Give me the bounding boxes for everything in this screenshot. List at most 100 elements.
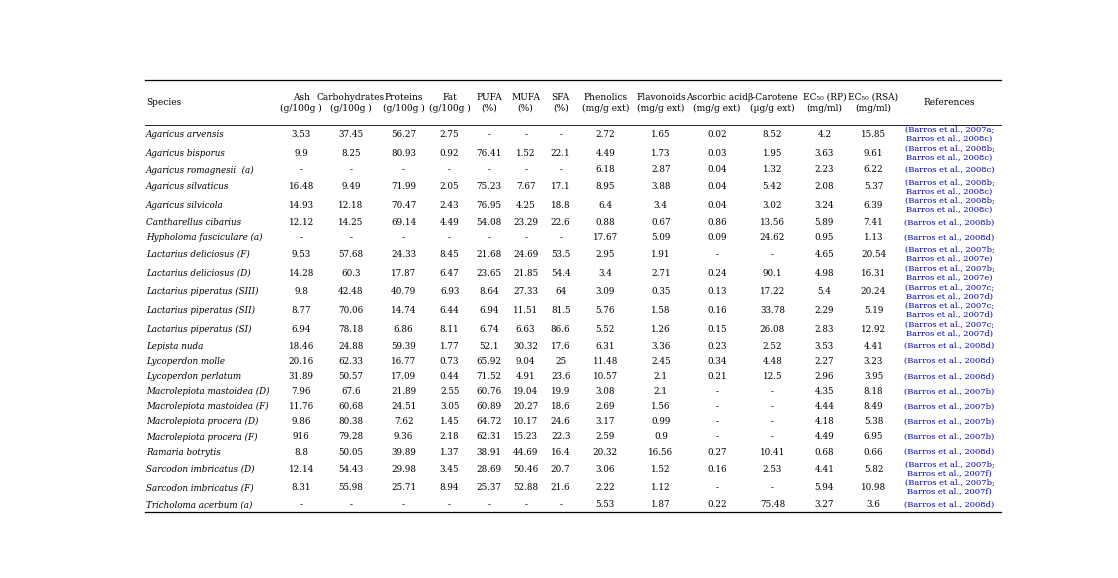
Text: 9.36: 9.36 bbox=[394, 432, 414, 442]
Text: 2.23: 2.23 bbox=[815, 165, 834, 175]
Text: 16.31: 16.31 bbox=[861, 269, 887, 277]
Text: 22.6: 22.6 bbox=[551, 218, 570, 227]
Text: (Barros et al., 2008d): (Barros et al., 2008d) bbox=[904, 372, 995, 380]
Text: 7.96: 7.96 bbox=[292, 387, 311, 396]
Text: (Barros et al., 2008b;
Barros et al., 2008c): (Barros et al., 2008b; Barros et al., 20… bbox=[904, 197, 995, 214]
Text: 21.89: 21.89 bbox=[391, 387, 416, 396]
Text: 1.32: 1.32 bbox=[762, 165, 783, 175]
Text: 1.77: 1.77 bbox=[439, 342, 459, 351]
Text: 76.41: 76.41 bbox=[476, 149, 502, 158]
Text: Phenolics
(mg/g ext): Phenolics (mg/g ext) bbox=[581, 93, 629, 113]
Text: 24.69: 24.69 bbox=[513, 250, 538, 259]
Text: (Barros et al., 2008d): (Barros et al., 2008d) bbox=[904, 357, 995, 365]
Text: 8.52: 8.52 bbox=[762, 130, 783, 139]
Text: Lactarius deliciosus (D): Lactarius deliciosus (D) bbox=[145, 269, 250, 277]
Text: -: - bbox=[300, 500, 303, 509]
Text: 21.85: 21.85 bbox=[513, 269, 538, 277]
Text: 18.46: 18.46 bbox=[288, 342, 314, 351]
Text: 2.22: 2.22 bbox=[596, 483, 615, 492]
Text: (Barros et al., 2008b): (Barros et al., 2008b) bbox=[904, 218, 995, 227]
Text: 81.5: 81.5 bbox=[551, 306, 570, 315]
Text: 60.89: 60.89 bbox=[476, 402, 502, 411]
Text: 6.47: 6.47 bbox=[439, 269, 459, 277]
Text: Ramaria botrytis: Ramaria botrytis bbox=[145, 447, 220, 457]
Text: -: - bbox=[300, 165, 303, 175]
Text: 0.66: 0.66 bbox=[864, 447, 883, 457]
Text: 30.32: 30.32 bbox=[513, 342, 538, 351]
Text: 2.53: 2.53 bbox=[762, 465, 783, 473]
Text: 22.1: 22.1 bbox=[551, 149, 570, 158]
Text: References: References bbox=[923, 98, 975, 108]
Text: 1.95: 1.95 bbox=[762, 149, 783, 158]
Text: 3.06: 3.06 bbox=[596, 465, 615, 473]
Text: Carbohydrates
(g/100g ): Carbohydrates (g/100g ) bbox=[316, 93, 385, 113]
Text: Tricholoma acerbum (a): Tricholoma acerbum (a) bbox=[145, 500, 253, 509]
Text: Species: Species bbox=[145, 98, 181, 108]
Text: 60.3: 60.3 bbox=[341, 269, 360, 277]
Text: 20.7: 20.7 bbox=[551, 465, 570, 473]
Text: 6.74: 6.74 bbox=[480, 325, 499, 334]
Text: 11.48: 11.48 bbox=[593, 357, 618, 366]
Text: 5.19: 5.19 bbox=[864, 306, 883, 315]
Text: 53.5: 53.5 bbox=[551, 250, 570, 259]
Text: 4.48: 4.48 bbox=[762, 357, 783, 366]
Text: 7.62: 7.62 bbox=[394, 417, 414, 427]
Text: -: - bbox=[716, 402, 719, 411]
Text: Macrolepiota mastoidea (F): Macrolepiota mastoidea (F) bbox=[145, 402, 268, 412]
Text: 10.41: 10.41 bbox=[760, 447, 785, 457]
Text: 64: 64 bbox=[555, 287, 567, 297]
Text: 6.63: 6.63 bbox=[515, 325, 536, 334]
Text: 12.5: 12.5 bbox=[762, 372, 783, 381]
Text: 3.27: 3.27 bbox=[815, 500, 834, 509]
Text: 0.35: 0.35 bbox=[651, 287, 671, 297]
Text: 90.1: 90.1 bbox=[762, 269, 783, 277]
Text: 9.9: 9.9 bbox=[294, 149, 307, 158]
Text: -: - bbox=[487, 130, 491, 139]
Text: 2.59: 2.59 bbox=[596, 432, 615, 442]
Text: 2.52: 2.52 bbox=[762, 342, 783, 351]
Text: Proteins
(g/100g ): Proteins (g/100g ) bbox=[382, 93, 425, 113]
Text: 2.45: 2.45 bbox=[651, 357, 671, 366]
Text: 79.28: 79.28 bbox=[339, 432, 363, 442]
Text: 3.53: 3.53 bbox=[292, 130, 311, 139]
Text: 4.98: 4.98 bbox=[815, 269, 834, 277]
Text: 3.53: 3.53 bbox=[815, 342, 834, 351]
Text: 2.75: 2.75 bbox=[439, 130, 459, 139]
Text: 10.17: 10.17 bbox=[513, 417, 538, 427]
Text: 8.31: 8.31 bbox=[292, 483, 311, 492]
Text: 4.25: 4.25 bbox=[515, 201, 536, 210]
Text: 12.18: 12.18 bbox=[338, 201, 363, 210]
Text: 0.04: 0.04 bbox=[707, 201, 727, 210]
Text: -: - bbox=[559, 130, 562, 139]
Text: (Barros et al., 2007c;
Barros et al., 2007d): (Barros et al., 2007c; Barros et al., 20… bbox=[904, 302, 994, 319]
Text: 0.95: 0.95 bbox=[815, 233, 834, 242]
Text: 4.41: 4.41 bbox=[814, 465, 834, 473]
Text: 33.78: 33.78 bbox=[760, 306, 785, 315]
Text: 8.45: 8.45 bbox=[439, 250, 459, 259]
Text: 10.98: 10.98 bbox=[861, 483, 887, 492]
Text: 0.99: 0.99 bbox=[651, 417, 671, 427]
Text: 24.62: 24.62 bbox=[760, 233, 785, 242]
Text: (Barros et al., 2008c): (Barros et al., 2008c) bbox=[904, 166, 994, 174]
Text: 6.31: 6.31 bbox=[596, 342, 615, 351]
Text: 56.27: 56.27 bbox=[391, 130, 416, 139]
Text: 6.86: 6.86 bbox=[394, 325, 414, 334]
Text: 14.93: 14.93 bbox=[288, 201, 314, 210]
Text: 50.05: 50.05 bbox=[339, 447, 363, 457]
Text: -: - bbox=[771, 387, 774, 396]
Text: 3.09: 3.09 bbox=[596, 287, 615, 297]
Text: 0.04: 0.04 bbox=[707, 165, 727, 175]
Text: 0.13: 0.13 bbox=[707, 287, 727, 297]
Text: Macrolepiota procera (D): Macrolepiota procera (D) bbox=[145, 417, 258, 427]
Text: 21.68: 21.68 bbox=[476, 250, 502, 259]
Text: 40.79: 40.79 bbox=[391, 287, 416, 297]
Text: 3.17: 3.17 bbox=[596, 417, 615, 427]
Text: -: - bbox=[771, 432, 774, 442]
Text: (Barros et al., 2007b): (Barros et al., 2007b) bbox=[904, 388, 995, 395]
Text: (Barros et al., 2007c;
Barros et al., 2007d): (Barros et al., 2007c; Barros et al., 20… bbox=[904, 321, 994, 338]
Text: 2.96: 2.96 bbox=[815, 372, 834, 381]
Text: -: - bbox=[771, 250, 774, 259]
Text: 9.8: 9.8 bbox=[294, 287, 309, 297]
Text: 67.6: 67.6 bbox=[341, 387, 361, 396]
Text: 5.42: 5.42 bbox=[762, 182, 783, 191]
